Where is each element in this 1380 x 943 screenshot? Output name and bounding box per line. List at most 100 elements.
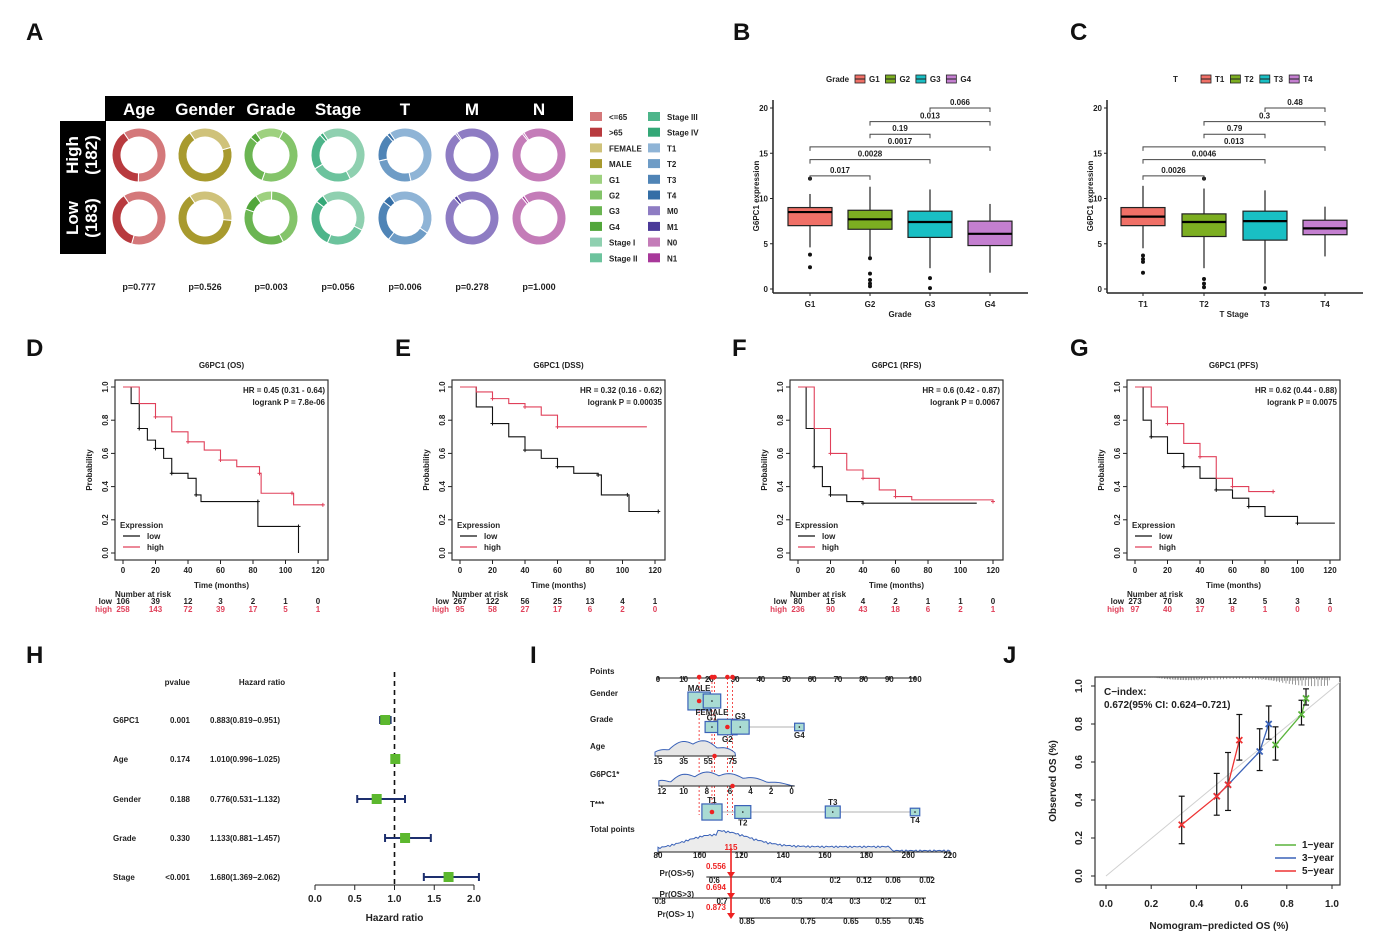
x-tick-label: 120	[986, 566, 1000, 575]
legend-title: Expression	[1132, 521, 1175, 530]
legend-label: MALE	[609, 160, 632, 169]
outlier-point	[868, 284, 872, 289]
row-label: High	[63, 136, 82, 174]
risk-row-label: high	[95, 605, 112, 614]
axis-tick-label: 55	[704, 757, 713, 766]
column-header: Hazard ratio	[239, 678, 285, 687]
panel-letter: J	[1003, 642, 1016, 669]
y-tick-label: 0.2	[1113, 514, 1122, 526]
level-label: G1	[707, 714, 718, 723]
p-value: 0.188	[170, 795, 191, 804]
risk-count: 17	[553, 605, 562, 614]
donut-slice	[177, 132, 233, 183]
legend-label: M1	[667, 223, 679, 232]
x-tick-label: 2.0	[467, 894, 481, 905]
donut-slice	[326, 225, 363, 246]
panel-letter: I	[530, 642, 537, 669]
total-points-value: 115	[725, 843, 738, 852]
c-index-label: C−index:	[1104, 687, 1147, 698]
risk-count: 2	[893, 597, 898, 606]
calibration-point-icon	[1213, 792, 1221, 800]
x-tick-label: G2	[865, 300, 876, 309]
p-value: p=0.526	[188, 282, 221, 292]
column-header-bar	[105, 96, 573, 121]
hazard-ratio-text: 1.010(0.996−1.025)	[210, 755, 280, 764]
p-value: 0.3	[1259, 112, 1271, 121]
risk-row-label: high	[770, 605, 787, 614]
y-tick-label: 0.6	[776, 447, 785, 459]
probability-arrow	[727, 872, 736, 878]
axis-tick-label: 0.02	[919, 876, 935, 885]
probability-label: Pr(OS> 1)	[657, 910, 694, 919]
level-center	[696, 698, 702, 704]
donut-slice	[453, 195, 463, 206]
x-tick-label: 0.8	[1280, 899, 1294, 910]
y-tick-label: 1.0	[1074, 679, 1085, 693]
legend-label: high	[1159, 543, 1176, 552]
risk-count: 106	[116, 597, 130, 606]
donut-slice	[319, 132, 329, 143]
density-curve	[654, 740, 737, 757]
legend-title: Expression	[795, 521, 838, 530]
points-tick-label: 30	[731, 675, 740, 684]
points-tick-label: 40	[756, 675, 765, 684]
y-tick-label: 0	[764, 285, 769, 294]
y-tick-label: 10	[759, 195, 768, 204]
y-tick-label: 0.8	[438, 414, 447, 426]
probability-label: Pr(OS>5)	[660, 869, 695, 878]
x-tick-label: 0	[1133, 566, 1138, 575]
donut-slice	[382, 195, 396, 208]
hazard-ratio-marker	[380, 715, 391, 725]
risk-count: 6	[926, 605, 931, 614]
risk-count: 15	[826, 597, 835, 606]
risk-count: 1	[653, 597, 658, 606]
risk-row-label: low	[99, 597, 113, 606]
donut-slice	[377, 200, 395, 241]
selected-point-dot	[712, 753, 717, 759]
risk-count: 3	[218, 597, 223, 606]
legend-label: G3	[930, 75, 941, 84]
axis-tick-label: 0.6	[759, 897, 771, 906]
calibration-line	[1216, 723, 1270, 797]
significance-bracket	[809, 175, 871, 180]
risk-count: 17	[1196, 605, 1205, 614]
outlier-point	[1141, 259, 1145, 264]
x-tick-label: 100	[616, 566, 630, 575]
donut-slice	[249, 132, 262, 144]
legend-label: high	[147, 543, 164, 552]
risk-count: 0	[653, 605, 658, 614]
plot-title: G6PC1 (RFS)	[872, 361, 922, 370]
y-tick-label: 0.2	[1074, 831, 1085, 845]
points-tick-label: 0	[656, 675, 661, 684]
y-axis-title: Probability	[85, 449, 94, 491]
legend-label: T3	[1274, 75, 1284, 84]
risk-count: 3	[1295, 597, 1300, 606]
axis-tick-label: 15	[654, 757, 663, 766]
level-center	[739, 726, 742, 728]
risk-count: 18	[891, 605, 900, 614]
level-label: T4	[910, 816, 920, 825]
legend-title: T	[1173, 75, 1178, 84]
risk-count: 4	[861, 597, 866, 606]
axis-tick-label: 80	[654, 851, 663, 860]
survival-curve	[123, 386, 323, 506]
donut-slice	[511, 190, 567, 246]
y-tick-label: 10	[1093, 195, 1102, 204]
p-value: 0.0026	[1161, 166, 1186, 175]
plot-frame	[114, 379, 329, 561]
hazard-ratio-text: 1.680(1.369−2.062)	[210, 873, 280, 882]
x-tick-label: 60	[1228, 566, 1237, 575]
survival-curve	[1135, 386, 1274, 493]
significance-bracket	[809, 159, 931, 164]
panel-letter: D	[26, 335, 43, 362]
axis-tick-label: 0.12	[856, 876, 872, 885]
points-tick-label: 100	[908, 675, 922, 684]
axis-tick-label: 0.4	[821, 897, 833, 906]
axis-tick-label: 0.5	[791, 897, 803, 906]
p-value: 0.19	[892, 124, 908, 133]
y-tick-label: 15	[1093, 149, 1102, 158]
row-label: Grade	[590, 715, 614, 724]
significance-bracket	[869, 121, 991, 126]
legend-swatch	[590, 237, 602, 247]
density-curve	[658, 771, 795, 787]
